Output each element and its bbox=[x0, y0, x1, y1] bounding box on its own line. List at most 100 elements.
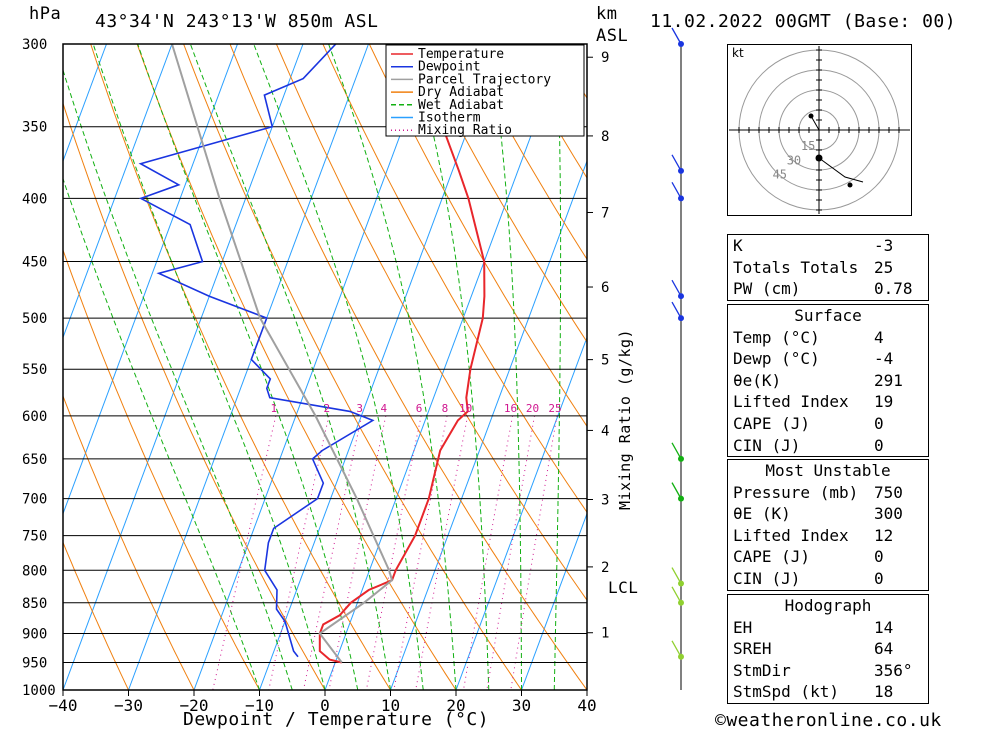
wind-barb bbox=[671, 567, 682, 584]
km-tick-label: 6 bbox=[601, 280, 609, 296]
row-value: 18 bbox=[874, 682, 894, 702]
wind-barb bbox=[671, 640, 682, 658]
hpa-unit: hPa bbox=[29, 4, 62, 24]
most-unstable-row: CAPE (J) 0 bbox=[728, 546, 928, 568]
row-label: Pressure (mb) bbox=[733, 482, 859, 502]
row-value: 0.78 bbox=[874, 279, 913, 299]
isotherm-line bbox=[63, 44, 107, 163]
row-value: 25 bbox=[874, 257, 894, 277]
row-value: 750 bbox=[874, 482, 903, 502]
most-unstable-title: Most Unstable bbox=[765, 461, 891, 480]
row-label: θe(K) bbox=[733, 370, 782, 390]
row-label: StmSpd (kt) bbox=[733, 682, 839, 702]
km-tick-label: 3 bbox=[601, 492, 609, 508]
legend-entry: Dry Adiabat bbox=[418, 85, 504, 100]
legend-entry: Isotherm bbox=[418, 111, 481, 126]
row-label: CAPE (J) bbox=[733, 413, 811, 433]
km-tick-label: 4 bbox=[601, 423, 609, 439]
wind-barb bbox=[671, 182, 682, 199]
indices-row: PW (cm) 0.78 bbox=[728, 278, 928, 300]
row-label: EH bbox=[733, 617, 753, 637]
pressure-tick-label: 900 bbox=[22, 626, 47, 642]
wind-barb bbox=[671, 482, 682, 499]
pressure-tick-label: 550 bbox=[22, 362, 47, 378]
row-value: 14 bbox=[874, 617, 894, 637]
row-label: Lifted Index bbox=[733, 392, 849, 412]
mixing-ratio-label: 25 bbox=[548, 402, 561, 415]
temperature-line bbox=[318, 44, 486, 664]
indices-row: Totals Totals 25 bbox=[728, 257, 928, 279]
row-label: StmDir bbox=[733, 660, 791, 680]
row-value: 12 bbox=[874, 525, 894, 545]
pressure-tick-label: 300 bbox=[22, 37, 47, 53]
row-label: CAPE (J) bbox=[733, 547, 811, 567]
pressure-tick-label: 350 bbox=[22, 120, 47, 136]
km-tick-label: 9 bbox=[601, 50, 609, 66]
x-tick-label: −10 bbox=[245, 696, 274, 715]
mixing-ratio-label: 10 bbox=[459, 402, 472, 415]
mixing-ratio-line bbox=[328, 415, 387, 690]
isotherm-line bbox=[63, 44, 173, 339]
most-unstable-row: θE (K) 300 bbox=[728, 503, 928, 525]
x-tick-label: −30 bbox=[114, 696, 143, 715]
row-label: CIN (J) bbox=[733, 435, 801, 455]
wet-adiabat-line bbox=[137, 44, 359, 690]
km-tick-label: 1 bbox=[601, 626, 609, 642]
wind-barb bbox=[671, 27, 682, 45]
hodograph-ring-label: 30 bbox=[787, 153, 801, 167]
dry-adiabat-line bbox=[229, 44, 587, 690]
pressure-tick-label: 1000 bbox=[22, 683, 56, 699]
isotherm-line bbox=[63, 44, 304, 690]
row-value: 0 bbox=[874, 547, 884, 567]
indices-panel: K -3 Totals Totals 25 PW (cm) 0.78 bbox=[727, 234, 929, 301]
row-value: 4 bbox=[874, 327, 884, 347]
storm-motion-marker bbox=[815, 154, 823, 162]
pressure-tick-label: 850 bbox=[22, 596, 47, 612]
row-value: -4 bbox=[874, 349, 894, 369]
mixing-ratio-label: 8 bbox=[442, 402, 449, 415]
wet-adiabat-line bbox=[410, 44, 490, 690]
row-value: 356° bbox=[874, 660, 913, 680]
indices-row: K -3 bbox=[728, 235, 928, 257]
mixing-ratio-label: 6 bbox=[416, 402, 423, 415]
hodograph-ring-label: 15 bbox=[801, 139, 815, 153]
hodograph-stats-row: SREH 64 bbox=[728, 638, 928, 660]
location-title: 43°34'N 243°13'W 850m ASL bbox=[95, 11, 379, 32]
row-value: -3 bbox=[874, 236, 894, 255]
dewpoint-line bbox=[138, 44, 375, 658]
mixing-ratio-label: 3 bbox=[356, 402, 363, 415]
most-unstable-panel: Most Unstable Pressure (mb) 750 θE (K) 300 L… bbox=[727, 459, 929, 591]
pressure-tick-label: 650 bbox=[22, 452, 47, 468]
lcl-label: LCL bbox=[608, 578, 639, 597]
surface-row: Lifted Index 19 bbox=[728, 391, 928, 413]
legend-entry: Mixing Ratio bbox=[418, 123, 512, 138]
surface-row: CAPE (J) 0 bbox=[728, 413, 928, 435]
hodograph-stats-title: Hodograph bbox=[784, 596, 872, 615]
row-value: 0 bbox=[874, 435, 884, 455]
row-value: 300 bbox=[874, 504, 903, 524]
km-tick-label: 5 bbox=[601, 353, 609, 369]
legend-entry: Dewpoint bbox=[418, 60, 481, 75]
wet-adiabat-line bbox=[553, 44, 562, 690]
wind-barb bbox=[671, 279, 682, 297]
x-tick-label: 40 bbox=[577, 696, 596, 715]
wet-adiabat-line bbox=[489, 44, 522, 690]
pressure-tick-label: 950 bbox=[22, 655, 47, 671]
pressure-tick-label: 600 bbox=[22, 409, 47, 425]
row-label: PW (cm) bbox=[733, 279, 801, 299]
row-label: K bbox=[733, 236, 743, 255]
mixing-ratio-line bbox=[486, 415, 535, 690]
dry-adiabat-line bbox=[63, 541, 129, 690]
surface-row: CIN (J) 0 bbox=[728, 435, 928, 457]
wind-barb bbox=[671, 301, 682, 319]
mixing-ratio-line bbox=[510, 415, 558, 690]
hodograph-ring-label: 45 bbox=[773, 167, 787, 181]
surface-panel: Surface Temp (°C) 4 Dewp (°C) -4 θe(K) 291 Lif… bbox=[727, 304, 929, 458]
x-tick-label: −20 bbox=[180, 696, 209, 715]
isotherm-line bbox=[63, 44, 238, 516]
isotherm-line bbox=[259, 44, 500, 690]
row-value: 291 bbox=[874, 370, 903, 390]
